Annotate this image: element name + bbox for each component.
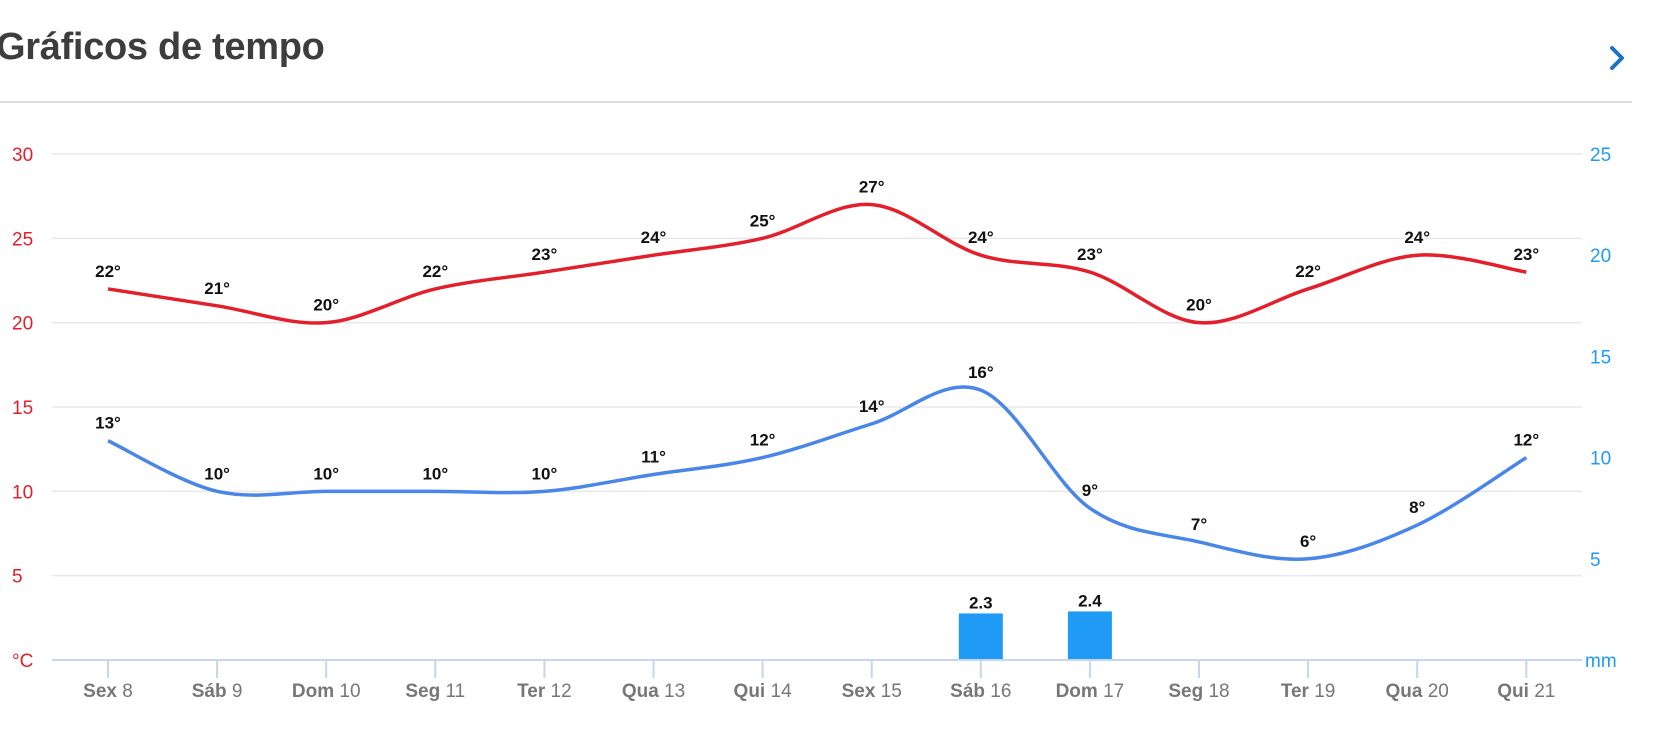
max-temp-label: 24° — [968, 228, 994, 247]
min-temp-label: 7° — [1191, 515, 1207, 534]
max-temp-label: 22° — [95, 262, 121, 281]
precipitation-label: 2.4 — [1078, 591, 1102, 610]
x-tick-weekday: Qua — [1386, 681, 1428, 702]
min-temp-label: 10° — [422, 464, 448, 483]
x-tick-day: 19 — [1314, 681, 1335, 702]
y-left-tick-label: 15 — [12, 398, 33, 419]
x-tick-label: Qui 14 — [734, 681, 793, 702]
x-tick-day: 13 — [664, 681, 685, 702]
max-temp-label: 21° — [204, 279, 230, 298]
y-left-tick-label: 10 — [12, 482, 33, 503]
min-temp-label: 11° — [641, 447, 666, 466]
x-tick-label: Qui 21 — [1497, 681, 1555, 702]
x-tick-weekday: Qui — [734, 681, 771, 702]
x-tick-day: 16 — [990, 681, 1011, 702]
chevron-right-icon[interactable] — [1600, 38, 1634, 78]
x-tick-label: Ter 19 — [1281, 681, 1336, 702]
x-tick-label: Qua 13 — [622, 681, 685, 702]
min-temp-label: 8° — [1409, 498, 1425, 517]
y-right-tick-label: 15 — [1590, 347, 1611, 368]
y-right-tick-label: 25 — [1590, 145, 1611, 166]
max-temp-label: 23° — [532, 245, 558, 264]
x-tick-day: 18 — [1208, 681, 1229, 702]
min-temp-label: 6° — [1300, 532, 1316, 551]
precipitation-bar — [1067, 611, 1112, 660]
x-tick-weekday: Qui — [1497, 681, 1534, 702]
max-temp-label: 23° — [1077, 245, 1103, 264]
x-tick-weekday: Dom — [292, 681, 340, 702]
y-left-tick-label: 30 — [12, 145, 33, 166]
min-temp-label: 9° — [1082, 481, 1098, 500]
x-tick-weekday: Qua — [622, 681, 664, 702]
max-temp-label: 24° — [641, 228, 667, 247]
x-tick-day: 10 — [339, 681, 360, 702]
max-temp-label: 25° — [750, 211, 776, 230]
min-temp-line — [107, 385, 1528, 561]
x-tick-day: 12 — [551, 681, 572, 702]
max-temp-label: 27° — [859, 178, 885, 197]
x-tick-day: 15 — [881, 681, 902, 702]
min-temp-label: 12° — [1513, 431, 1539, 450]
x-tick-day: 17 — [1103, 681, 1124, 702]
min-temp-label: 10° — [532, 464, 558, 483]
x-tick-day: 14 — [771, 681, 793, 702]
x-tick-weekday: Dom — [1056, 681, 1104, 702]
y-right-tick-label: 5 — [1590, 550, 1601, 571]
x-tick-weekday: Seg — [1168, 681, 1208, 702]
x-tick-weekday: Sex — [83, 681, 122, 702]
max-temp-label: 22° — [1295, 262, 1321, 281]
y-left-unit-label: °C — [12, 651, 33, 672]
x-tick-label: Sáb 16 — [950, 681, 1011, 702]
y-left-tick-label: 25 — [12, 229, 33, 250]
min-temp-label: 14° — [859, 397, 885, 416]
max-temp-label: 20° — [313, 296, 339, 315]
y-right-unit-label: mm — [1585, 651, 1617, 672]
x-tick-label: Sáb 9 — [192, 681, 243, 702]
y-left-tick-label: 5 — [12, 567, 23, 588]
x-tick-weekday: Sex — [842, 681, 881, 702]
x-tick-label: Dom 17 — [1056, 681, 1125, 702]
y-right-tick-label: 20 — [1590, 246, 1611, 267]
x-tick-label: Sex 8 — [83, 681, 133, 702]
x-tick-weekday: Ter — [1281, 681, 1314, 702]
x-tick-weekday: Ter — [517, 681, 550, 702]
x-tick-day: 20 — [1428, 681, 1449, 702]
x-tick-label: Seg 18 — [1168, 681, 1229, 702]
max-temp-label: 20° — [1186, 296, 1212, 315]
min-temp-label: 12° — [750, 431, 776, 450]
y-left-tick-label: 20 — [12, 314, 33, 335]
precipitation-bar — [958, 613, 1003, 660]
max-temp-label: 24° — [1404, 228, 1430, 247]
x-tick-label: Sex 15 — [842, 681, 902, 702]
max-temp-line — [107, 202, 1527, 325]
x-tick-day: 21 — [1534, 681, 1555, 702]
header-divider — [0, 101, 1632, 103]
precipitation-label: 2.3 — [969, 593, 993, 612]
x-tick-weekday: Seg — [405, 681, 445, 702]
x-tick-weekday: Sáb — [192, 681, 232, 702]
x-tick-day: 11 — [445, 681, 465, 702]
x-tick-day: 8 — [122, 681, 133, 702]
min-temp-label: 10° — [313, 464, 339, 483]
x-tick-label: Seg 11 — [405, 681, 465, 702]
x-tick-day: 9 — [232, 681, 243, 702]
x-tick-weekday: Sáb — [950, 681, 990, 702]
x-tick-label: Dom 10 — [292, 681, 361, 702]
y-right-tick-label: 10 — [1590, 449, 1611, 470]
x-tick-label: Ter 12 — [517, 681, 572, 702]
max-temp-label: 22° — [422, 262, 448, 281]
max-temp-label: 23° — [1513, 245, 1539, 264]
page-title: Gráficos de tempo — [0, 26, 325, 68]
min-temp-label: 10° — [204, 464, 230, 483]
x-tick-label: Qua 20 — [1386, 681, 1449, 702]
min-temp-label: 16° — [968, 363, 994, 382]
min-temp-label: 13° — [95, 414, 121, 433]
